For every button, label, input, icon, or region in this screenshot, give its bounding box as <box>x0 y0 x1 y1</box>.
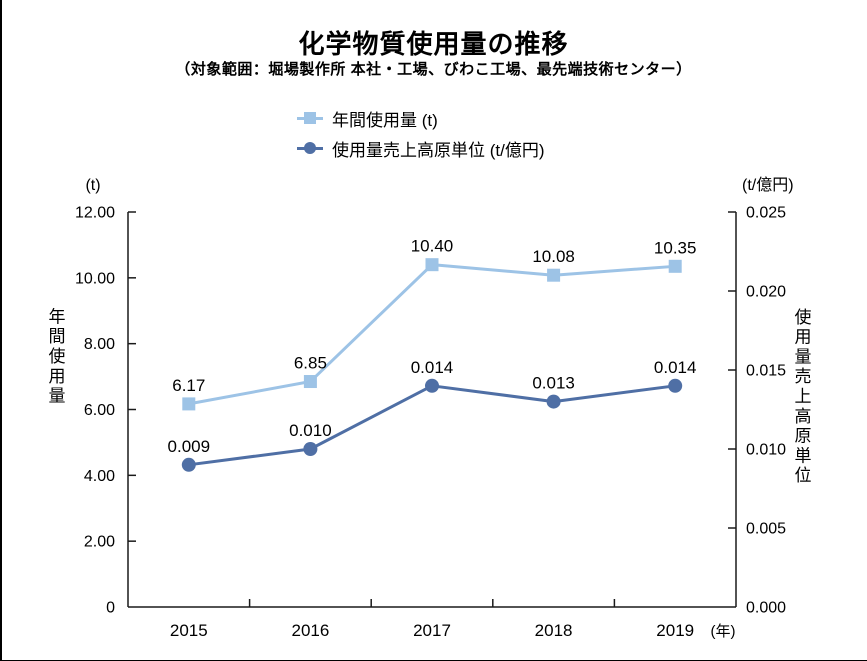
svg-text:0.013: 0.013 <box>532 374 575 393</box>
svg-text:6.85: 6.85 <box>294 354 327 373</box>
svg-text:高: 高 <box>795 407 812 426</box>
svg-text:2.00: 2.00 <box>84 534 115 551</box>
svg-text:8.00: 8.00 <box>84 336 115 353</box>
svg-text:10.00: 10.00 <box>75 270 115 287</box>
svg-text:0.009: 0.009 <box>168 437 211 456</box>
svg-text:12.00: 12.00 <box>75 205 115 222</box>
legend-item-annual-usage: 年間使用量 (t) <box>297 103 545 133</box>
svg-text:0.025: 0.025 <box>746 205 786 222</box>
svg-text:間: 間 <box>49 327 66 346</box>
page-subtitle: （対象範囲：堀場製作所 本社・工場、びわこ工場、最先端技術センター） <box>175 61 692 78</box>
svg-text:0.000: 0.000 <box>746 600 786 617</box>
svg-text:0.014: 0.014 <box>654 358 697 377</box>
svg-text:(t/億円): (t/億円) <box>742 176 794 194</box>
svg-text:0.020: 0.020 <box>746 284 786 301</box>
svg-text:2015: 2015 <box>170 621 208 640</box>
svg-text:量: 量 <box>49 387 66 406</box>
svg-text:0.015: 0.015 <box>746 363 786 380</box>
legend-item-per-sales: 使用量売上高原単位 (t/億円) <box>297 133 545 163</box>
svg-text:0.014: 0.014 <box>411 358 454 377</box>
svg-text:0.010: 0.010 <box>289 421 332 440</box>
svg-text:単: 単 <box>795 446 812 465</box>
page-title: 化学物質使用量の推移 <box>298 29 569 59</box>
svg-text:用: 用 <box>49 367 66 386</box>
legend: 年間使用量 (t) 使用量売上高原単位 (t/億円) <box>297 103 545 163</box>
svg-text:使: 使 <box>795 307 812 327</box>
legend-label: 使用量売上高原単位 (t/億円) <box>332 140 545 160</box>
svg-text:位: 位 <box>795 466 812 485</box>
svg-text:0.005: 0.005 <box>746 521 786 538</box>
svg-text:(t): (t) <box>85 177 100 194</box>
svg-text:10.35: 10.35 <box>654 238 697 257</box>
svg-text:0.010: 0.010 <box>746 442 786 459</box>
svg-text:6.17: 6.17 <box>172 376 205 395</box>
svg-text:用: 用 <box>795 328 812 347</box>
svg-text:量: 量 <box>795 347 812 366</box>
svg-text:2019: 2019 <box>656 621 694 640</box>
svg-text:2018: 2018 <box>535 621 573 640</box>
page-border-left <box>0 0 2 661</box>
svg-text:6.00: 6.00 <box>84 402 115 419</box>
square-marker-icon <box>297 111 323 125</box>
svg-text:年: 年 <box>49 307 66 326</box>
svg-text:(年): (年) <box>711 623 736 640</box>
svg-text:10.40: 10.40 <box>411 237 454 256</box>
svg-text:原: 原 <box>795 427 812 446</box>
circle-marker-icon <box>297 141 323 155</box>
svg-text:0: 0 <box>106 600 115 617</box>
svg-text:4.00: 4.00 <box>84 468 115 485</box>
legend-label: 年間使用量 (t) <box>332 110 438 130</box>
svg-text:2017: 2017 <box>413 621 451 640</box>
svg-text:10.08: 10.08 <box>532 247 575 266</box>
svg-text:2016: 2016 <box>291 621 329 640</box>
svg-text:上: 上 <box>795 387 812 406</box>
svg-text:売: 売 <box>795 367 812 386</box>
svg-text:使: 使 <box>49 346 66 366</box>
